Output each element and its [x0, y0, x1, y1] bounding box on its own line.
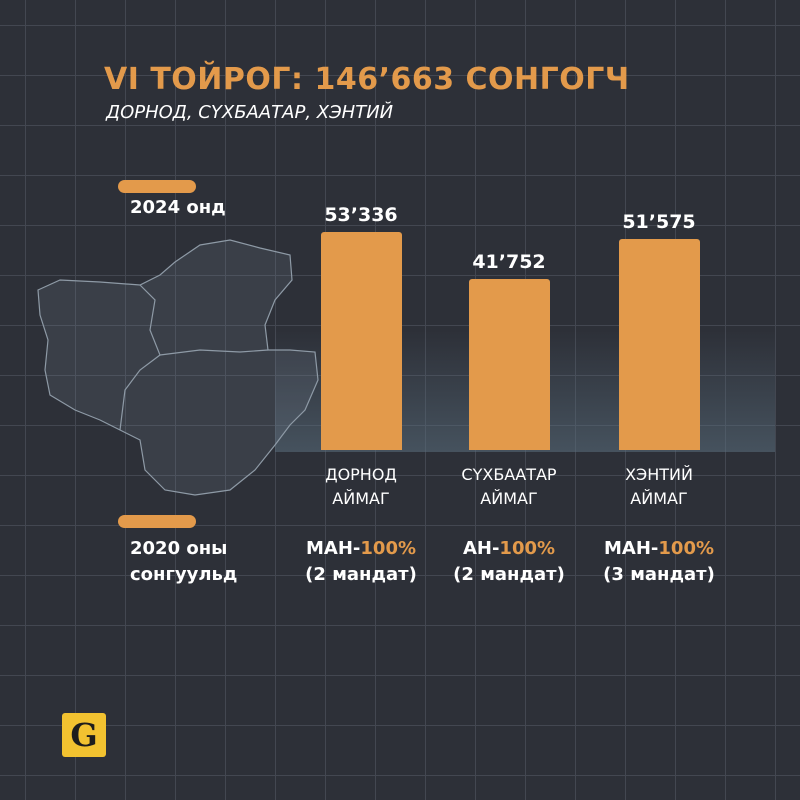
bar	[320, 232, 402, 450]
result-line: МАН-100%	[574, 536, 744, 562]
map-outline	[37, 239, 319, 496]
seats: (2 мандат)	[453, 564, 565, 585]
party: МАН-	[604, 538, 659, 559]
category-label: ХЭНТИЙ АЙМАГ	[625, 465, 693, 508]
result-line: АН-100%	[424, 536, 594, 562]
legend-label: 2024 онд	[130, 197, 226, 218]
share: 100%	[658, 538, 714, 559]
result-line: МАН-100%	[276, 536, 446, 562]
value-label: 51’575	[622, 211, 696, 234]
legend-label: 2020 оны сонгуульд	[130, 538, 238, 585]
result: МАН-100% (3 мандат)	[574, 536, 744, 588]
logo: G	[62, 713, 106, 757]
party: АН-	[462, 538, 500, 559]
share: 100%	[360, 538, 416, 559]
category-label: ДОРНОД АЙМАГ	[325, 465, 397, 508]
party: МАН-	[306, 538, 361, 559]
result: МАН-100% (2 мандат)	[276, 536, 446, 588]
result: АН-100% (2 мандат)	[424, 536, 594, 588]
share: 100%	[499, 538, 556, 559]
seats: (3 мандат)	[603, 564, 715, 585]
value-label: 53’336	[324, 204, 398, 226]
category-label: СҮХБААТАР АЙМАГ	[461, 465, 557, 508]
legend-swatch	[118, 180, 196, 193]
subtitle: ДОРНОД, СҮХБААТАР, ХЭНТИЙ	[106, 102, 394, 123]
bar	[468, 279, 550, 450]
title: VI ТОЙРОГ: 146’663 СОНГОГЧ	[104, 62, 630, 97]
value-label: 41’752	[472, 251, 546, 274]
bar	[618, 239, 700, 450]
seats: (2 мандат)	[305, 564, 417, 585]
legend-swatch	[118, 515, 196, 528]
